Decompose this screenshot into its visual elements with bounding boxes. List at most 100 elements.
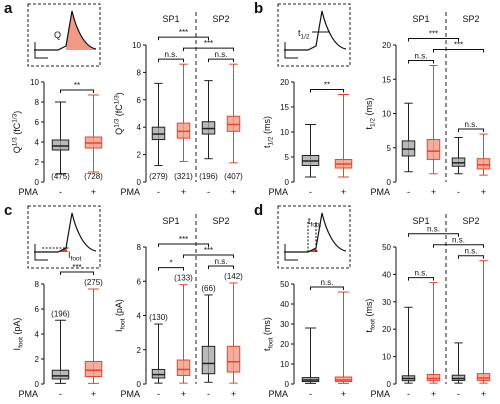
- label-part: ): [114, 92, 124, 95]
- count-label: (133): [174, 274, 193, 283]
- group-label: SP1: [162, 216, 179, 226]
- label-part: t: [298, 28, 301, 38]
- label: Ifoot: [68, 250, 82, 263]
- significance-label: ***: [454, 41, 463, 50]
- significance-label: n.s.: [165, 50, 178, 59]
- panel-letter: d: [254, 202, 263, 219]
- label: t1/2: [298, 28, 310, 41]
- label-part: I: [68, 250, 71, 260]
- label-part: (ms): [262, 116, 272, 137]
- significance-bracket: [433, 49, 484, 53]
- significance-bracket: [158, 36, 209, 41]
- significance-label: n.s.: [415, 52, 428, 61]
- significance-bracket: [433, 244, 484, 248]
- significance-bracket: [408, 277, 434, 281]
- y-tick-label: 6: [35, 305, 40, 314]
- box: [51, 369, 70, 380]
- panel-letter: c: [4, 202, 12, 219]
- y-tick-label: 20: [280, 340, 289, 349]
- label-part: (pA): [12, 318, 22, 338]
- label-part: foot: [370, 319, 377, 330]
- label: Ifoot (pA): [12, 318, 25, 351]
- y-tick-label: 10: [280, 128, 289, 137]
- trace: [284, 212, 347, 253]
- significance-label: ***: [179, 28, 188, 37]
- trace: [284, 10, 347, 51]
- label-part: (ms): [364, 97, 374, 118]
- label-part: Q: [54, 30, 61, 40]
- count-label: (142): [224, 272, 243, 281]
- significance-label: **: [324, 81, 330, 90]
- label-part: 1/3: [12, 113, 19, 122]
- y-tick-label: 50: [280, 280, 289, 289]
- y-tick-label: 2: [35, 355, 40, 364]
- significance-label: ***: [204, 39, 213, 48]
- significance-bracket: [310, 89, 344, 93]
- label-part: 1/2: [370, 118, 377, 127]
- box: [476, 158, 491, 170]
- count-label: (279): [149, 172, 168, 181]
- label-part: foot: [71, 256, 82, 263]
- x-tick-label: -: [157, 187, 160, 197]
- x-label: PMA: [120, 187, 140, 197]
- label-part: 1/3: [114, 118, 121, 127]
- significance-bracket: [208, 265, 234, 269]
- significance-label: n.s.: [452, 236, 465, 245]
- x-label: PMA: [18, 389, 38, 399]
- y-tick-label: 4: [35, 330, 40, 339]
- box: [426, 373, 441, 382]
- label-part: (fC: [12, 122, 22, 137]
- y-tick-label: 0: [137, 380, 142, 389]
- significance-label: n.s.: [427, 225, 440, 234]
- y-tick-label: 0: [387, 380, 392, 389]
- label: tfoot (ms): [262, 317, 275, 351]
- y-tick-label: 10: [382, 353, 391, 362]
- count-label: (66): [201, 284, 216, 293]
- label-part: t: [364, 127, 374, 130]
- y-tick-label: 40: [280, 300, 289, 309]
- x-tick-label: +: [181, 389, 186, 399]
- label: Ifoot (pA): [114, 299, 127, 332]
- inset-frame: [277, 3, 351, 67]
- x-tick-label: +: [431, 187, 436, 197]
- count-label: (728): [84, 172, 103, 181]
- y-tick-label: 15: [382, 75, 391, 84]
- x-tick-label: +: [91, 187, 96, 197]
- count-label: (475): [51, 172, 70, 181]
- label-part: 1/2: [301, 34, 310, 41]
- significance-bracket: [60, 271, 94, 275]
- count-label: (275): [84, 278, 103, 287]
- count-label: (196): [51, 309, 70, 318]
- y-tick-label: 40: [382, 270, 391, 279]
- x-tick-label: +: [231, 187, 236, 197]
- inset-frame: [27, 3, 101, 67]
- significance-bracket: [158, 243, 209, 247]
- panel-letter: a: [4, 0, 13, 17]
- y-tick-label: 20: [382, 41, 391, 50]
- panel-letter: b: [254, 0, 263, 17]
- label-part: (ms): [262, 317, 272, 338]
- count-label: (407): [224, 172, 243, 181]
- significance-bracket: [458, 128, 484, 133]
- label: t1/2 (ms): [262, 116, 275, 148]
- inset-frame: [277, 205, 351, 269]
- y-tick-label: 4: [137, 123, 142, 132]
- box: [151, 368, 166, 379]
- y-tick-label: 10: [132, 41, 141, 50]
- x-tick-label: -: [59, 187, 62, 197]
- significance-bracket: [408, 233, 459, 237]
- label-part: Q: [114, 128, 124, 135]
- y-tick-label: 4: [137, 312, 142, 321]
- inset-frame: [27, 205, 101, 269]
- significance-bracket: [183, 254, 234, 258]
- y-tick-label: 20: [280, 78, 289, 87]
- y-tick-label: 50: [382, 243, 391, 252]
- label-part: I: [12, 348, 22, 351]
- label-part: I: [114, 329, 124, 332]
- y-tick-label: 0: [137, 178, 142, 187]
- label-part: t: [364, 329, 374, 332]
- label-part: foot: [311, 222, 322, 229]
- trace: [34, 10, 97, 51]
- x-tick-label: -: [457, 187, 460, 197]
